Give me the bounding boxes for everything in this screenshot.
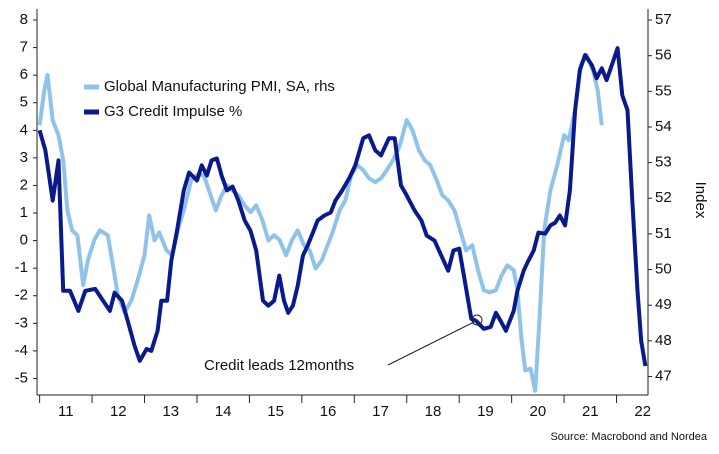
legend-label: G3 Credit Impulse % <box>104 103 242 120</box>
y-tick-label: 0 <box>20 232 28 249</box>
x-tick-label: 11 <box>58 403 74 420</box>
y-tick-label: -1 <box>15 259 28 276</box>
annotation: Credit leads 12months <box>204 357 354 374</box>
y-tick-label: -2 <box>15 287 28 304</box>
y-tick-label: 1 <box>20 204 28 221</box>
y2-tick-label: 55 <box>655 82 672 99</box>
x-tick-label: 19 <box>477 403 494 420</box>
y-tick-label: 6 <box>20 66 28 83</box>
source: Source: Macrobond and Nordea <box>550 431 707 443</box>
plot-lines <box>37 46 648 393</box>
y-tick-label: 2 <box>20 176 28 193</box>
y2-tick-label: 49 <box>655 296 672 313</box>
x-tick-label: 18 <box>425 403 442 420</box>
y-tick-label: -4 <box>15 342 28 359</box>
x-tick-label: 12 <box>110 403 127 420</box>
y2-tick-label: 47 <box>655 367 672 384</box>
x-tick-label: 16 <box>320 403 337 420</box>
y-tick-label: 4 <box>20 121 28 138</box>
y-tick-label: -5 <box>15 369 28 386</box>
x-tick-label: 14 <box>215 403 232 420</box>
y-tick-label: 8 <box>20 11 28 28</box>
y-tick-label: 5 <box>20 94 28 111</box>
x-tick-label: 22 <box>634 403 651 420</box>
y2-tick-label: 50 <box>655 261 672 278</box>
x-tick-label: 21 <box>582 403 599 420</box>
y2-tick-label: 51 <box>655 225 672 242</box>
y2-tick-label: 54 <box>655 118 672 135</box>
y2-tick-label: 48 <box>655 332 672 349</box>
x-tick-label: 15 <box>267 403 284 420</box>
legend-label: Global Manufacturing PMI, SA, rhs <box>104 78 335 95</box>
x-tick-label: 17 <box>372 403 389 420</box>
y-tick-label: -3 <box>15 314 28 331</box>
y-tick-label: 7 <box>20 39 28 56</box>
y-tick-label: 3 <box>20 149 28 166</box>
series-line <box>37 53 604 393</box>
y2-tick-label: 52 <box>655 189 672 206</box>
series-line <box>37 46 648 367</box>
y2-tick-label: 53 <box>655 154 672 171</box>
y2-axis-label: Index <box>692 182 709 219</box>
annotation-circle <box>471 314 483 326</box>
x-tick-label: 13 <box>162 403 179 420</box>
y2-tick-label: 56 <box>655 47 672 64</box>
x-tick-label: 20 <box>530 403 547 420</box>
annotation-line <box>387 321 475 366</box>
y2-tick-label: 57 <box>655 11 672 28</box>
